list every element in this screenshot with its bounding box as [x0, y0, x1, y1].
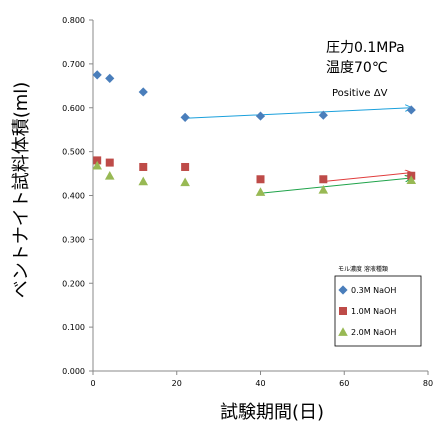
y-tick-label: 0.000 [62, 367, 85, 376]
data-point [406, 175, 417, 184]
y-tick-label: 0.400 [62, 192, 85, 201]
y-axis-title: ベントナイト試料体積(ml) [11, 82, 32, 299]
trend-note-text: Positive ΔV [332, 88, 388, 99]
legend-box [334, 275, 422, 347]
y-tick-label: 0.500 [62, 148, 85, 157]
y-tick-label: 0.300 [62, 235, 85, 244]
y-tick-label: 0.200 [62, 279, 85, 288]
data-point [105, 158, 114, 167]
y-tick-label: 0.800 [62, 16, 85, 25]
data-point [255, 111, 266, 121]
x-axis-title: 試験期間(日) [220, 402, 324, 423]
legend-marker [338, 285, 348, 295]
data-point [406, 105, 416, 115]
data-point [256, 175, 265, 184]
condition-temperature-text: 温度70℃ [326, 60, 388, 76]
data-point [105, 73, 115, 83]
legend-marker [339, 307, 347, 315]
trend-arrow [323, 173, 411, 182]
condition-pressure-text: 圧力0.1MPa [326, 40, 405, 56]
x-tick-label: 0 [90, 379, 95, 388]
data-point [104, 170, 115, 180]
x-tick-label: 20 [172, 379, 182, 388]
data-markers [92, 70, 417, 196]
data-point [92, 70, 102, 80]
y-ticks: 0.000 0.100 0.200 0.300 0.400 0.500 0.600 0.700… [62, 16, 93, 376]
x-tick-label: 60 [339, 379, 349, 388]
data-point [93, 156, 102, 165]
trend-lines [185, 108, 411, 194]
y-tick-label: 0.700 [62, 60, 85, 69]
legend-label: 1.0M NaOH [351, 307, 396, 316]
legend-items: 0.3M NaOH 1.0M NaOH 2.0M NaOH [338, 285, 396, 337]
legend-marker [338, 327, 348, 336]
data-point [92, 160, 102, 170]
data-point [180, 112, 190, 123]
legend-title: モル濃度 溶液種類 [338, 265, 388, 273]
data-point [139, 162, 148, 171]
trend-arrow [185, 108, 411, 119]
legend: モル濃度 溶液種類 0.3M NaOH 1.0M NaOH 2.0M NaOH [334, 265, 422, 347]
x-tick-label: 40 [255, 379, 265, 388]
plot-area: 0.000 0.100 0.200 0.300 0.400 0.500 0.600 0.700… [62, 16, 433, 388]
y-tick-label: 0.100 [62, 323, 85, 332]
data-point [318, 110, 328, 120]
data-point [138, 87, 148, 97]
legend-label: 2.0M NaOH [351, 328, 396, 337]
trend-arrow [260, 178, 412, 194]
x-ticks: 0 20 40 60 80 [90, 371, 433, 388]
data-point [318, 184, 329, 194]
legend-label: 0.3M NaOH [351, 286, 396, 295]
x-tick-label: 80 [423, 379, 433, 388]
y-tick-label: 0.600 [62, 104, 85, 113]
data-point [181, 162, 190, 171]
data-point [180, 177, 190, 187]
data-point [255, 187, 266, 196]
data-point [138, 176, 149, 186]
data-point [319, 175, 328, 184]
